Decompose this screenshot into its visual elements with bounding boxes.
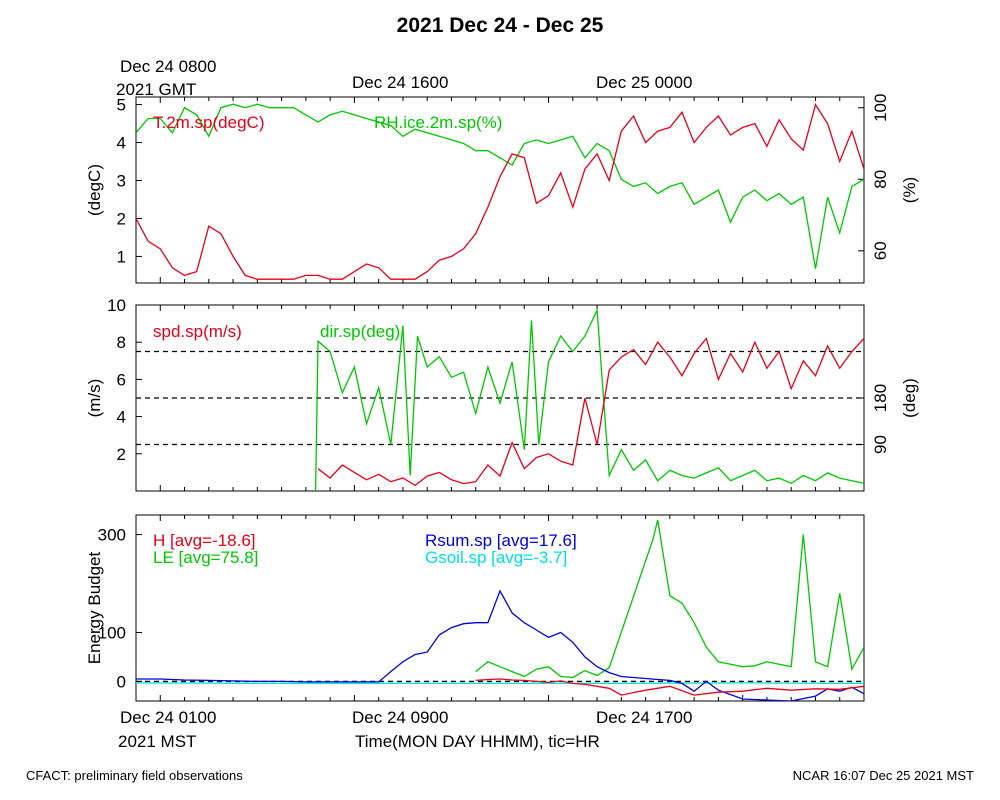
y-tick-label: 10 bbox=[107, 296, 126, 315]
series-line bbox=[475, 519, 864, 679]
y-axis-label: (%) bbox=[900, 177, 919, 203]
y-tick-label: 3 bbox=[117, 172, 126, 191]
y-tick-label: 4 bbox=[117, 408, 126, 427]
top-time-label: Dec 24 0800 bbox=[120, 57, 217, 76]
y-tick-label: 100 bbox=[871, 94, 890, 122]
y-axis-label: (m/s) bbox=[85, 379, 104, 418]
y-tick-label: 60 bbox=[871, 241, 890, 260]
top-time-label: Dec 24 1600 bbox=[352, 73, 449, 92]
y-tick-label: 90 bbox=[871, 435, 890, 454]
series-line bbox=[136, 589, 864, 701]
bottom-time-label: Dec 24 1700 bbox=[596, 708, 693, 727]
series-line bbox=[314, 307, 864, 491]
series-line bbox=[136, 103, 864, 269]
bottom-time-label: 2021 MST bbox=[118, 732, 197, 751]
top-time-label: Dec 25 0000 bbox=[596, 73, 693, 92]
legend-gsoil: Gsoil.sp [avg=-3.7] bbox=[425, 548, 568, 567]
series-line bbox=[136, 103, 864, 280]
bottom-time-label: Dec 24 0900 bbox=[352, 708, 449, 727]
series-line bbox=[475, 678, 864, 696]
panel-energy-budget: 0 100 300 Energy Budget bbox=[85, 514, 865, 702]
x-axis-label: Time(MON DAY HHMM), tic=HR bbox=[355, 732, 600, 751]
footer-note: CFACT: preliminary field observations bbox=[26, 768, 243, 783]
legend-speed: spd.sp(m/s) bbox=[153, 322, 242, 341]
y-tick-label: 300 bbox=[98, 526, 126, 545]
legend-h: H [avg=-18.6] bbox=[153, 531, 256, 550]
legend-rh: RH.ice.2m.sp(%) bbox=[374, 113, 503, 132]
legend-direction: dir.sp(deg) bbox=[320, 322, 401, 341]
y-tick-label: 100 bbox=[98, 623, 126, 642]
top-time-label: 2021 GMT bbox=[116, 80, 197, 99]
y-tick-label: 6 bbox=[117, 370, 126, 389]
y-tick-label: 80 bbox=[871, 170, 890, 189]
legend-le: LE [avg=75.8] bbox=[153, 548, 259, 567]
y-tick-label: 5 bbox=[117, 96, 126, 115]
series-line bbox=[317, 337, 864, 487]
y-axis-label: Energy Budget bbox=[85, 551, 104, 664]
y-axis-label: (degC) bbox=[85, 164, 104, 216]
y-tick-label: 2 bbox=[117, 445, 126, 464]
footer-stamp: NCAR 16:07 Dec 25 2021 MST bbox=[792, 768, 974, 783]
panel-temperature-rh: 1 2 3 4 5 60 80 100 (degC) (%) bbox=[85, 94, 919, 284]
bottom-time-label: Dec 24 0100 bbox=[120, 708, 217, 727]
y-tick-label: 4 bbox=[117, 134, 126, 153]
y-tick-label: 1 bbox=[117, 247, 126, 266]
legend-temperature: T.2m.sp(degC) bbox=[153, 113, 265, 132]
panel-wind: 2 4 6 8 10 90 180 (m/s) (deg) bbox=[85, 296, 919, 492]
chart-title: 2021 Dec 24 - Dec 25 bbox=[396, 14, 604, 37]
y-tick-label: 8 bbox=[117, 333, 126, 352]
y-tick-label: 2 bbox=[117, 209, 126, 228]
y-tick-label: 180 bbox=[871, 384, 890, 412]
y-tick-label: 0 bbox=[117, 672, 126, 691]
y-axis-label: (deg) bbox=[900, 378, 919, 418]
legend-rsum: Rsum.sp [avg=17.6] bbox=[425, 531, 577, 550]
series-line bbox=[136, 682, 864, 685]
